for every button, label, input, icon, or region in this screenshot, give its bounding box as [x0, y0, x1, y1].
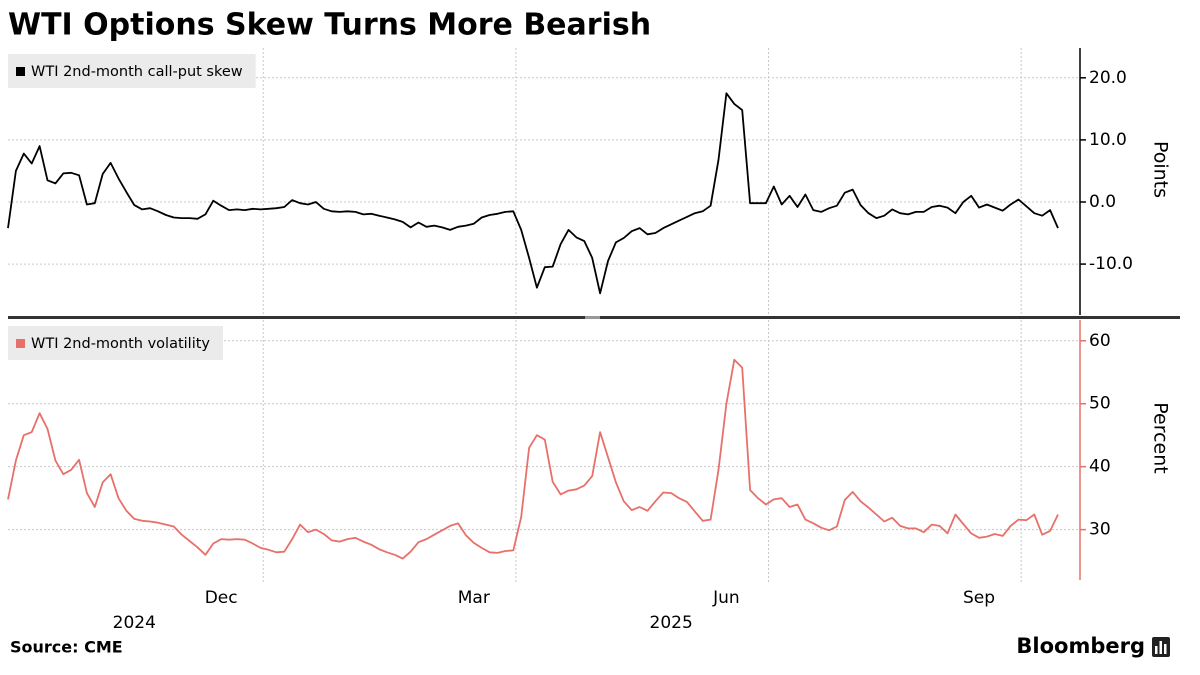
series-line	[7, 358, 1059, 560]
legend-swatch	[16, 67, 25, 76]
chart-title: WTI Options Skew Turns More Bearish	[8, 8, 651, 43]
y-tick-label: 60	[1089, 331, 1111, 351]
y-tick-label: 50	[1089, 394, 1111, 414]
legend-background	[8, 326, 224, 360]
y-axis-label: Percent	[1150, 402, 1172, 474]
legend-label: WTI 2nd-month volatility	[31, 336, 210, 352]
x-tick-label: Jun	[712, 588, 740, 608]
x-year-label: 2025	[650, 613, 693, 633]
y-tick-label: 0.0	[1089, 192, 1116, 212]
legend: WTI 2nd-month volatility	[8, 326, 224, 360]
legend-background	[8, 54, 256, 88]
y-tick-label: 30	[1089, 520, 1111, 540]
x-tick-label: Dec	[205, 588, 238, 608]
y-tick-label: 10.0	[1089, 130, 1127, 150]
x-year-label: 2024	[113, 613, 156, 633]
x-tick-label: Mar	[458, 588, 490, 608]
y-axis-label: Points	[1150, 141, 1172, 198]
y-tick-label: -10.0	[1089, 254, 1133, 274]
y-tick-label: 40	[1089, 457, 1111, 477]
legend: WTI 2nd-month call-put skew	[8, 54, 256, 88]
brand: Bloomberg	[1016, 634, 1145, 658]
source-note: Source: CME	[10, 638, 123, 657]
brand-icon	[1152, 637, 1170, 657]
legend-label: WTI 2nd-month call-put skew	[31, 64, 243, 80]
series-line	[7, 92, 1059, 295]
y-tick-label: 20.0	[1089, 68, 1127, 88]
x-tick-label: Sep	[963, 588, 995, 608]
legend-swatch	[16, 339, 25, 348]
